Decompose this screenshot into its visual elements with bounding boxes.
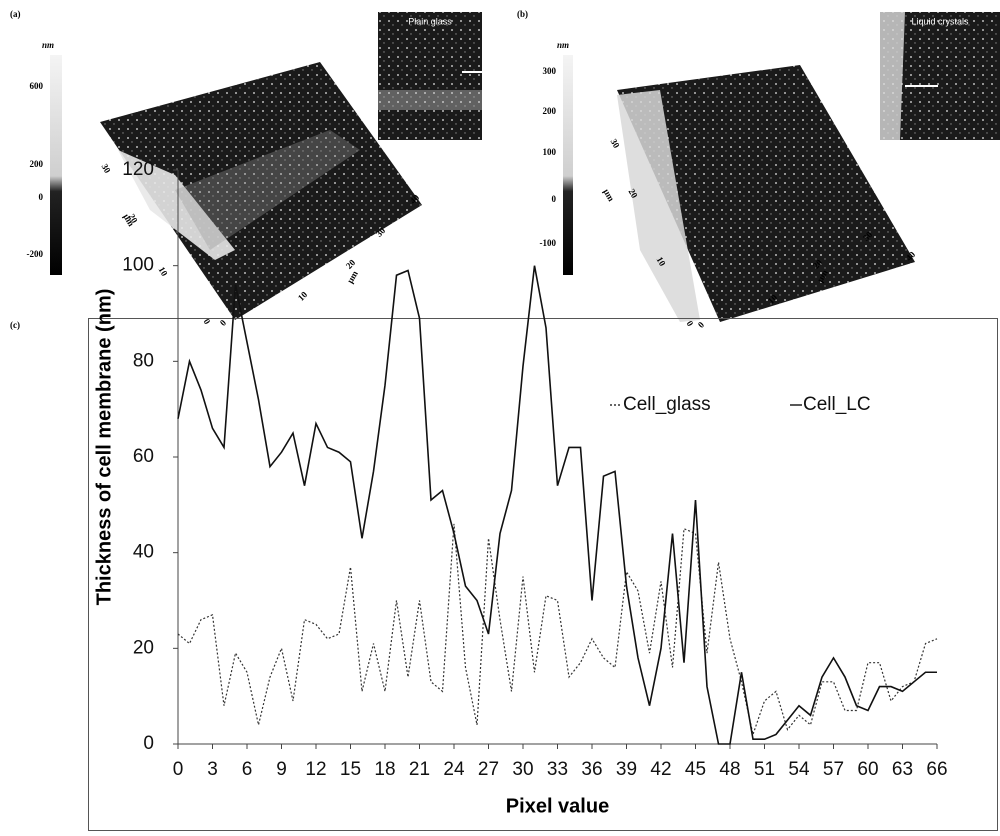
axis-tick: 0 xyxy=(201,317,212,326)
axis-unit: µm xyxy=(345,269,360,285)
x-tick-label: 36 xyxy=(581,759,602,780)
x-tick-label: 18 xyxy=(374,759,395,780)
colorbar-unit: nm xyxy=(42,40,54,50)
x-tick-label: 6 xyxy=(242,759,253,780)
afm-surface xyxy=(100,62,422,320)
colorbar-tick: 0 xyxy=(39,192,44,202)
axis-tick: 0 xyxy=(218,317,229,328)
colorbar-tick: 600 xyxy=(30,81,44,91)
y-tick-label: 60 xyxy=(133,446,154,467)
x-tick-label: 57 xyxy=(823,759,844,780)
y-tick-label: 80 xyxy=(133,350,154,371)
axis-unit: µm xyxy=(601,187,616,203)
x-axis-label: Pixel value xyxy=(506,795,609,817)
x-tick-label: 24 xyxy=(443,759,465,780)
x-tick-label: 0 xyxy=(173,759,184,780)
colorbar-tick: -200 xyxy=(27,249,44,259)
colorbar-tick: 0 xyxy=(552,194,557,204)
colorbar-tick: -100 xyxy=(540,238,557,248)
y-axis-label: Thickness of cell membrane (nm) xyxy=(93,289,115,606)
panel-label: (a) xyxy=(10,9,21,19)
cell-region xyxy=(617,90,700,322)
x-tick-label: 39 xyxy=(616,759,637,780)
x-tick-label: 60 xyxy=(857,759,878,780)
y-tick-label: 40 xyxy=(133,542,154,563)
colorbar-tick: 100 xyxy=(543,147,557,157)
y-tick-label: 20 xyxy=(133,637,154,658)
x-tick-label: 66 xyxy=(926,759,947,780)
x-tick-label: 33 xyxy=(547,759,568,780)
colorbar-unit: nm xyxy=(557,40,569,50)
afm-surface xyxy=(617,65,915,322)
colorbar xyxy=(563,55,573,275)
inset-label: Plain glass xyxy=(408,16,452,26)
y-tick-label: 120 xyxy=(122,159,154,180)
cell-region xyxy=(118,150,235,260)
colorbar xyxy=(50,55,62,275)
axis-tick: 0 xyxy=(684,319,695,328)
x-tick-label: 42 xyxy=(650,759,671,780)
x-tick-label: 45 xyxy=(685,759,706,780)
axis-tick: 10 xyxy=(156,265,169,278)
x-tick-label: 51 xyxy=(754,759,775,780)
x-tick-label: 48 xyxy=(719,759,740,780)
cell-region xyxy=(175,130,360,250)
colorbar-tick: 200 xyxy=(30,159,44,169)
series-line xyxy=(177,265,937,745)
inset-label: Liquid crystals xyxy=(911,16,969,26)
x-tick-label: 3 xyxy=(207,759,218,780)
inset-band xyxy=(378,90,482,110)
legend-label: Cell_LC xyxy=(803,394,871,415)
x-tick-label: 54 xyxy=(788,759,810,780)
x-tick-label: 12 xyxy=(305,759,326,780)
inset-image xyxy=(378,12,482,140)
x-tick-label: 30 xyxy=(512,759,533,780)
colorbar-tick: 300 xyxy=(543,66,557,76)
axis-tick: 0 xyxy=(696,319,707,330)
x-tick-label: 27 xyxy=(478,759,499,780)
inset-band xyxy=(880,12,905,140)
axis-tick: 30 xyxy=(608,137,621,150)
x-tick-label: 63 xyxy=(892,759,913,780)
x-tick-label: 9 xyxy=(276,759,287,780)
y-tick-label: 100 xyxy=(122,255,154,276)
axis-tick: 10 xyxy=(296,289,310,303)
axis-tick: 30 xyxy=(99,162,112,175)
colorbar-tick: 200 xyxy=(543,106,557,116)
panel-label: (b) xyxy=(517,9,528,19)
y-tick-label: 0 xyxy=(143,733,154,754)
panel-label: (c) xyxy=(10,320,20,330)
series-line xyxy=(177,523,938,737)
legend-label: Cell_glass xyxy=(623,394,711,415)
x-tick-label: 21 xyxy=(409,759,430,780)
x-tick-label: 15 xyxy=(340,759,361,780)
